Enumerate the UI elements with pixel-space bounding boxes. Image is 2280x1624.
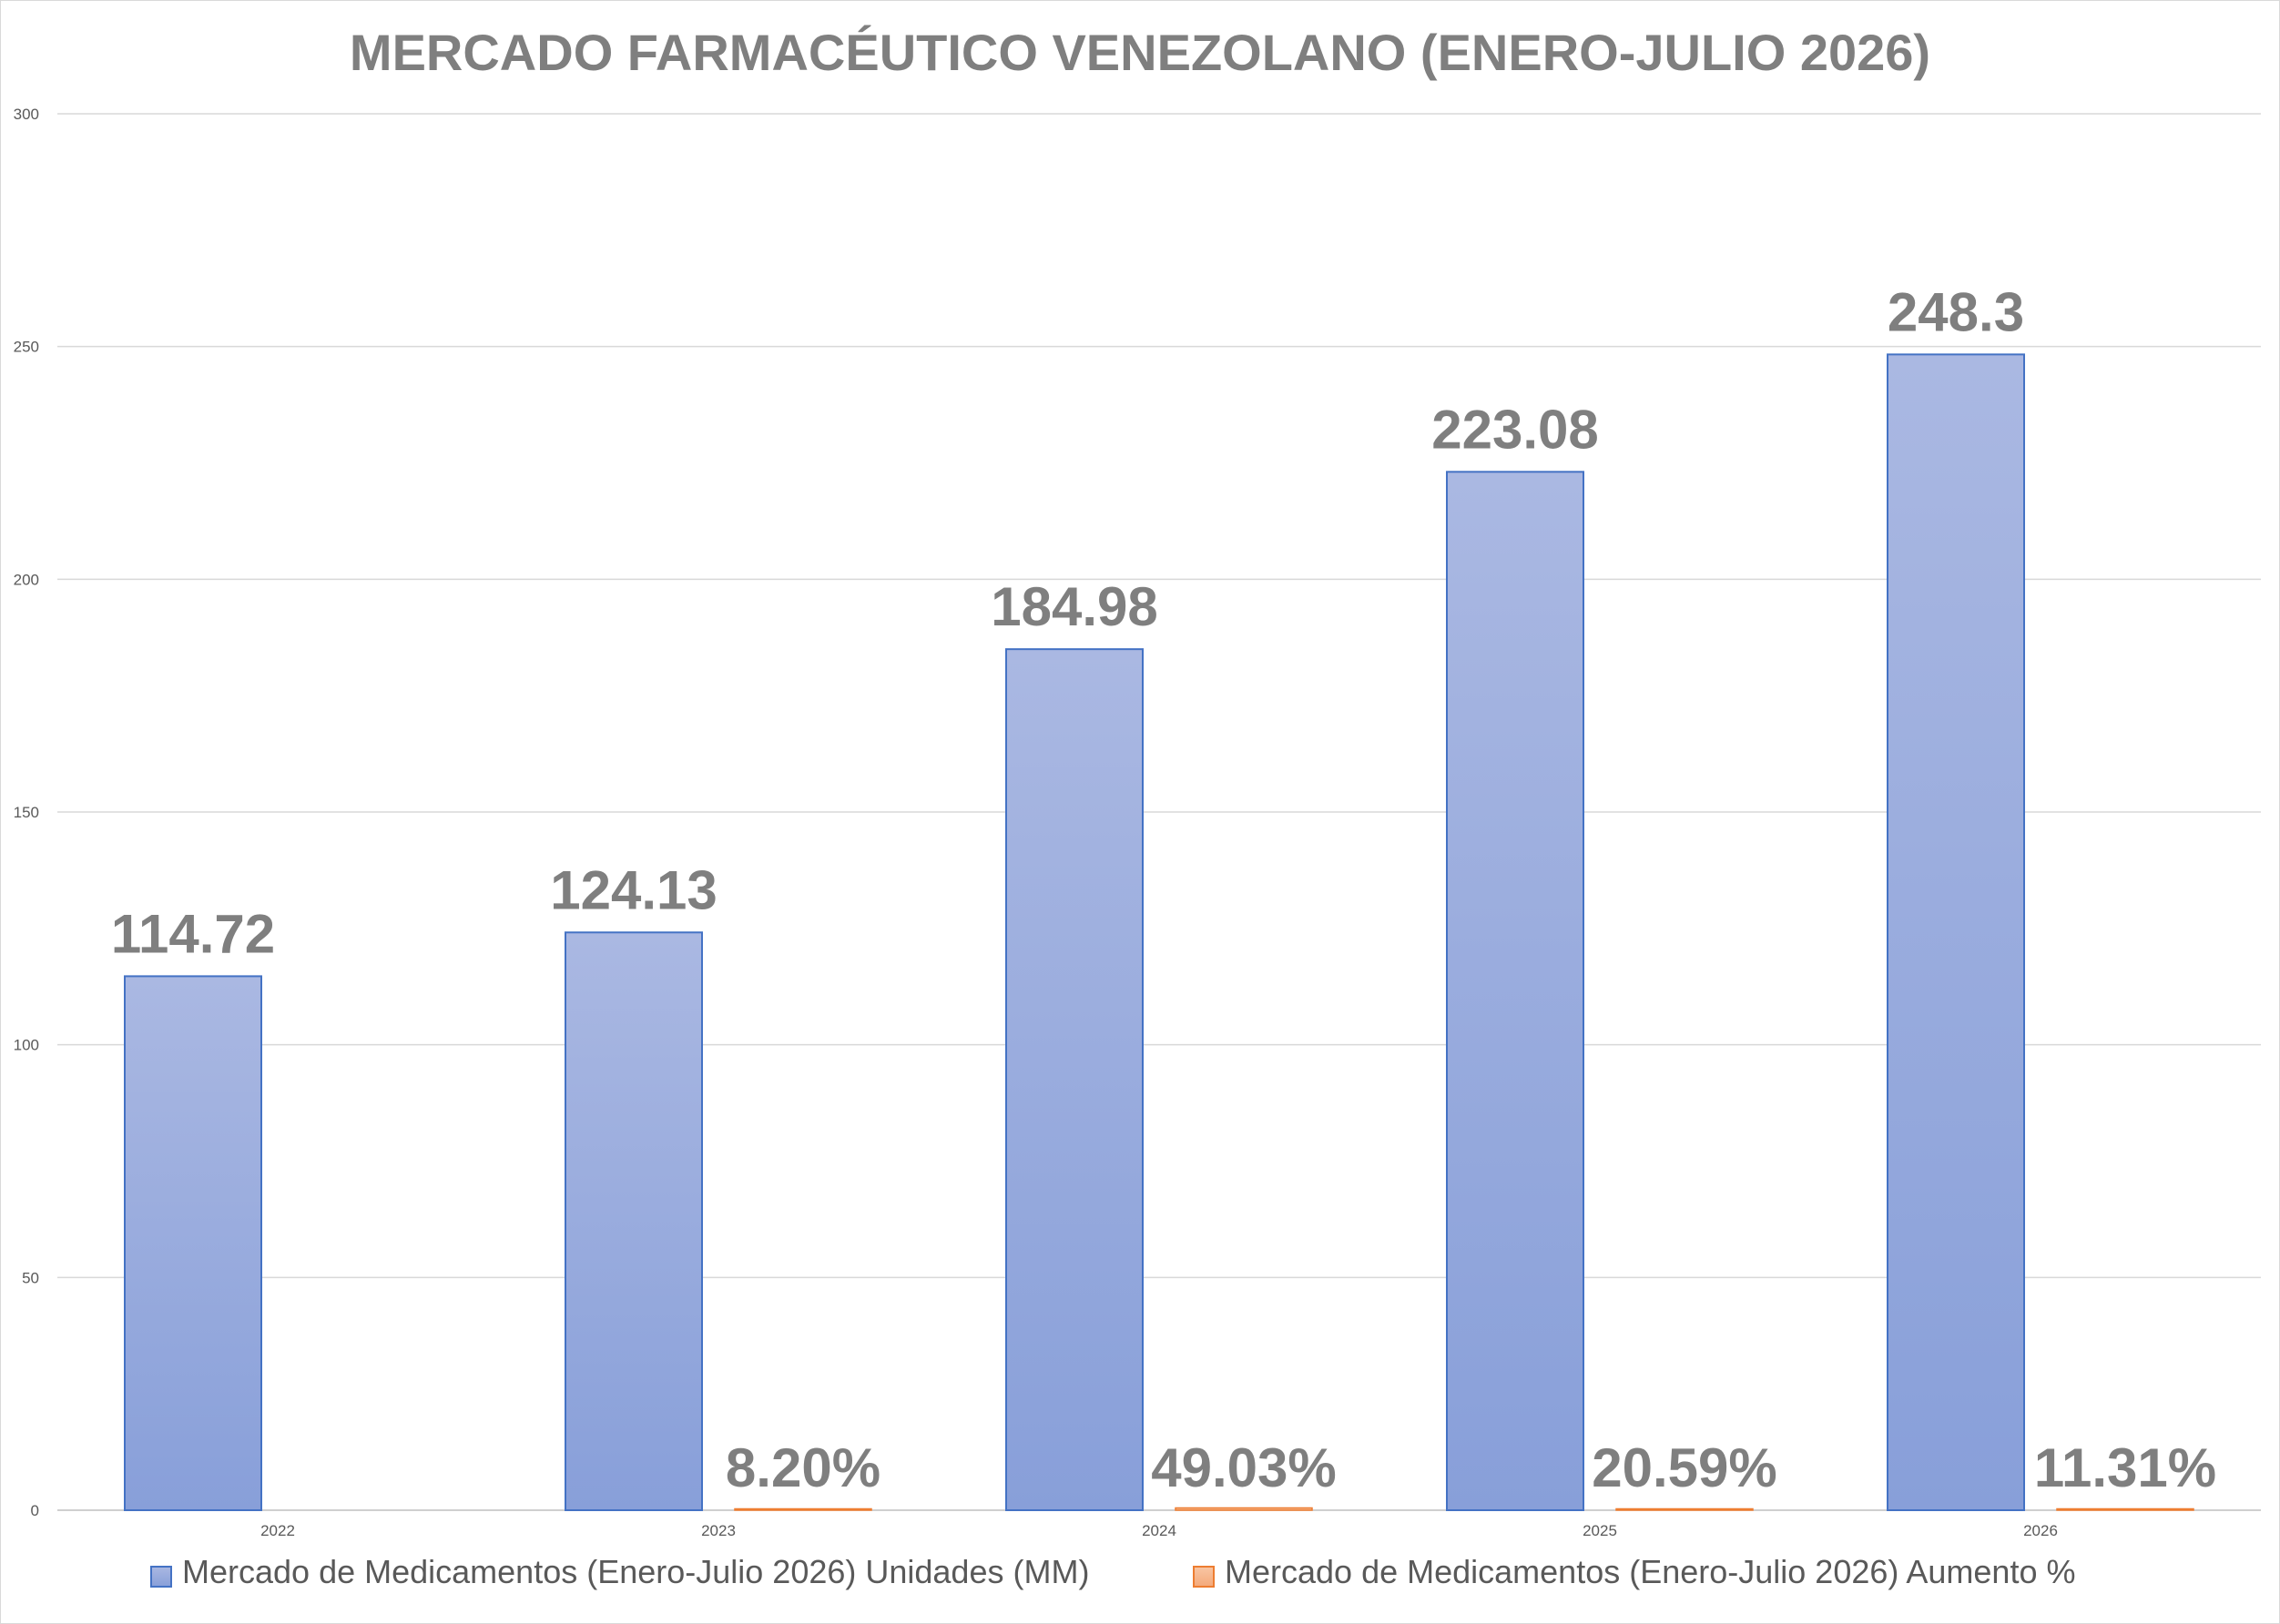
bar-unidades: [124, 975, 262, 1512]
y-tick-label: 300: [14, 106, 39, 123]
gridlines: [57, 113, 2261, 1511]
bar-aumento: [2056, 1507, 2194, 1511]
bar-unidades: [1887, 353, 2025, 1511]
bar-aumento: [734, 1507, 872, 1511]
bar-unidades: [1005, 648, 1144, 1511]
legend-swatch-aumento: [1193, 1566, 1215, 1588]
legend-label-aumento: Mercado de Medicamentos (Enero-Julio 202…: [1225, 1553, 2076, 1590]
y-tick-label: 100: [14, 1037, 39, 1054]
data-label-aumento: 20.59%: [1592, 1437, 1777, 1498]
data-label-aumento: 11.31%: [2034, 1437, 2216, 1498]
y-tick-label: 200: [14, 571, 39, 588]
x-tick-label: 2025: [1583, 1522, 1617, 1539]
bar-aumento: [1615, 1507, 1754, 1511]
y-tick-label: 150: [14, 804, 39, 821]
legend: Mercado de Medicamentos (Enero-Julio 202…: [150, 1553, 2076, 1590]
x-tick-label: 2026: [2023, 1522, 2058, 1539]
x-tick-label: 2024: [1142, 1522, 1176, 1539]
data-label-unidades: 223.08: [1431, 399, 1599, 460]
data-label-aumento: 49.03%: [1151, 1437, 1337, 1498]
x-axis-ticks: 2022 2023 2024 2025 2026: [260, 1522, 2058, 1539]
data-label-unidades: 124.13: [550, 859, 718, 920]
bar-unidades: [565, 931, 703, 1511]
x-tick-label: 2023: [701, 1522, 736, 1539]
data-label-unidades: 248.3: [1888, 281, 2024, 342]
bar-unidades: [1446, 471, 1584, 1511]
y-tick-label: 0: [31, 1502, 39, 1519]
legend-swatch-unidades: [150, 1566, 172, 1588]
bar-aumento: [1175, 1507, 1313, 1511]
data-labels: 114.72 124.13 8.20% 184.98 49.03% 223.08 20.59…: [111, 281, 2216, 1498]
data-label-unidades: 184.98: [991, 576, 1158, 637]
y-axis-ticks: 0 50 100 150 200 250 300: [14, 106, 39, 1519]
data-label-unidades: 114.72: [111, 903, 275, 964]
bars: [124, 353, 2194, 1512]
y-tick-label: 250: [14, 339, 39, 356]
chart-title: MERCADO FARMACÉUTICO VENEZOLANO (ENERO-J…: [350, 24, 1930, 81]
y-tick-label: 50: [22, 1269, 39, 1286]
x-tick-label: 2022: [260, 1522, 295, 1539]
legend-label-unidades: Mercado de Medicamentos (Enero-Julio 202…: [182, 1553, 1089, 1590]
data-label-aumento: 8.20%: [726, 1437, 880, 1498]
